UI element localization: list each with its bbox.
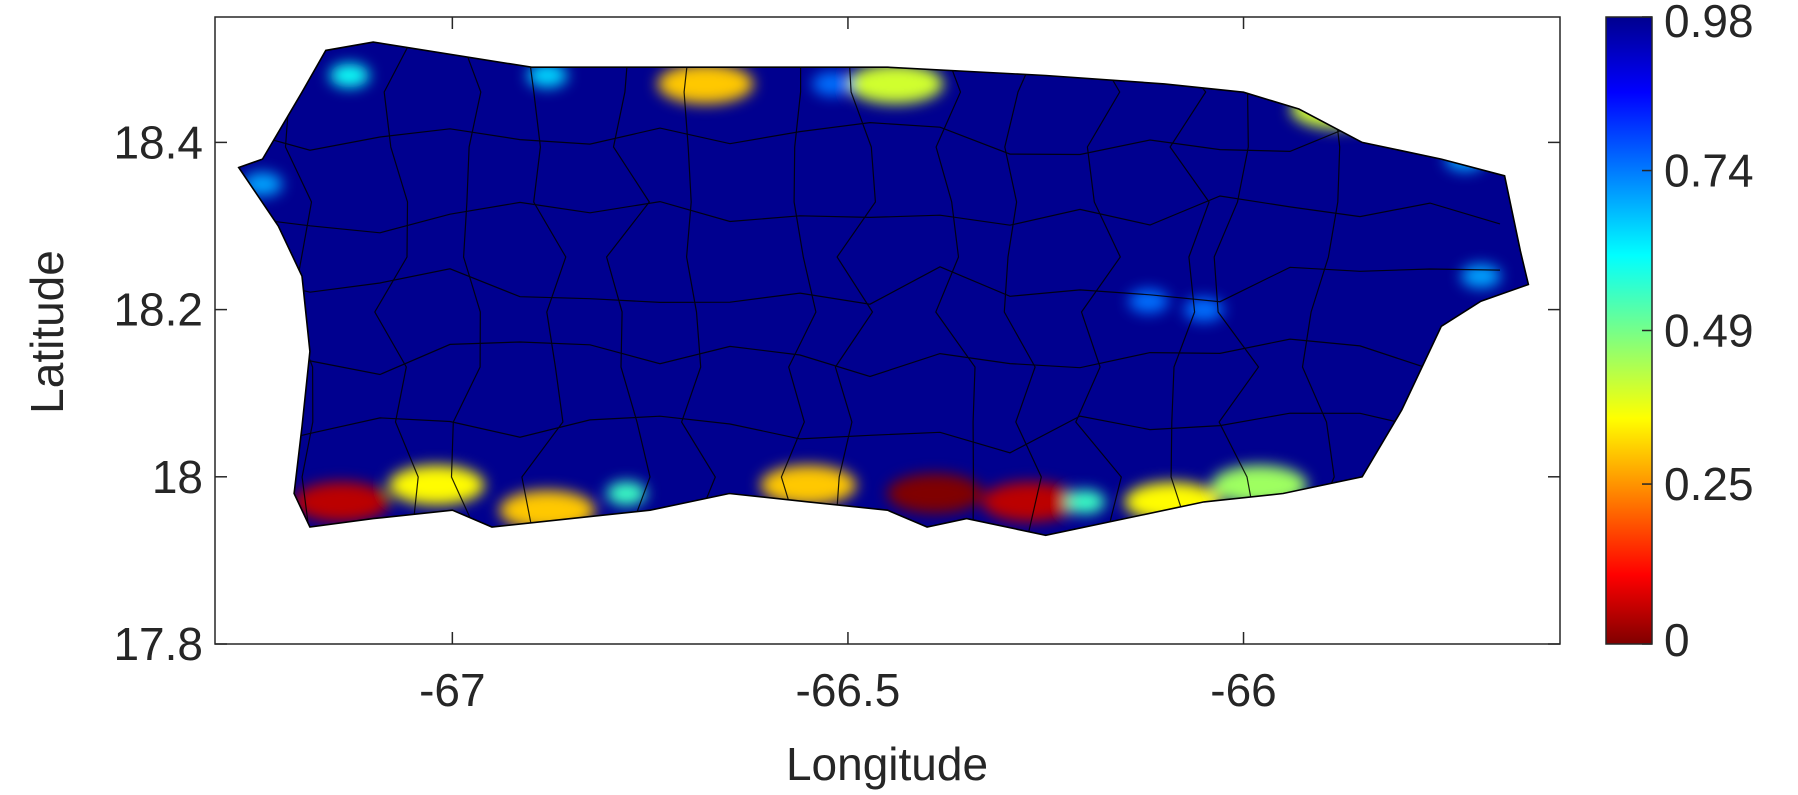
boundary-line-v-2 bbox=[450, 42, 482, 533]
low-value-zone-3 bbox=[606, 481, 647, 506]
colorbar-tick-label: 0 bbox=[1664, 614, 1690, 666]
boundary-line-v-6 bbox=[780, 42, 817, 533]
colorbar-tick-label: 0.49 bbox=[1664, 305, 1754, 357]
low-value-zone-1 bbox=[388, 465, 485, 506]
y-tick-label: 18 bbox=[152, 451, 203, 503]
boundary-line-v-10 bbox=[1075, 42, 1122, 533]
colorbar-tick-label: 0.25 bbox=[1664, 458, 1754, 510]
low-value-zone-6 bbox=[981, 481, 1078, 522]
low-value-zone-10 bbox=[657, 63, 754, 104]
low-value-zone-16 bbox=[812, 71, 853, 96]
low-value-zone-7 bbox=[1065, 489, 1106, 514]
boundary-line-v-3 bbox=[521, 42, 567, 533]
colorbar-ticks: 0 0.25 0.49 0.74 0.98 bbox=[1642, 0, 1754, 666]
x-tick-label: -66.5 bbox=[796, 664, 901, 716]
low-value-zone-0 bbox=[293, 481, 390, 522]
x-tick-label: -67 bbox=[419, 664, 485, 716]
map-layer bbox=[237, 41, 1530, 537]
municipality-boundaries bbox=[239, 42, 1501, 533]
boundary-line-v-11 bbox=[1161, 42, 1210, 533]
y-tick-label: 18.2 bbox=[113, 284, 203, 336]
y-axis: 17.8 18 18.2 18.4 bbox=[113, 116, 1560, 670]
low-value-zone-13 bbox=[527, 63, 568, 88]
y-tick-label: 18.4 bbox=[113, 116, 203, 168]
boundary-line-h-3 bbox=[239, 336, 1501, 378]
low-value-zones bbox=[242, 63, 1501, 531]
boundary-line-h-2 bbox=[239, 266, 1501, 305]
low-value-zone-20 bbox=[1460, 264, 1501, 289]
colorbar-tick-label: 0.74 bbox=[1664, 145, 1754, 197]
low-value-zone-18 bbox=[1128, 289, 1169, 314]
x-axis: -67 -66.5 -66 bbox=[419, 17, 1277, 716]
y-axis-label: Latitude bbox=[21, 250, 73, 414]
boundary-line-h-0 bbox=[239, 119, 1501, 156]
boundary-line-v-7 bbox=[834, 42, 877, 533]
x-axis-label: Longitude bbox=[786, 738, 988, 790]
x-tick-label: -66 bbox=[1210, 664, 1276, 716]
boundary-line-v-1 bbox=[374, 42, 419, 533]
low-value-zone-11 bbox=[847, 63, 944, 104]
coastline bbox=[237, 41, 1530, 537]
boundary-line-v-4 bbox=[605, 42, 651, 533]
boundary-line-v-5 bbox=[680, 42, 716, 533]
boundary-line-h-4 bbox=[239, 412, 1501, 454]
boundary-line-v-9 bbox=[1003, 42, 1043, 533]
colorbar-tick-label: 0.98 bbox=[1664, 0, 1754, 47]
boundary-line-v-8 bbox=[935, 42, 976, 533]
boundary-line-h-1 bbox=[239, 195, 1501, 234]
low-value-zone-5 bbox=[886, 473, 983, 514]
low-value-zone-4 bbox=[760, 465, 857, 506]
boundary-line-v-12 bbox=[1213, 42, 1260, 533]
low-value-zone-12 bbox=[329, 63, 370, 88]
y-tick-label: 17.8 bbox=[113, 618, 203, 670]
